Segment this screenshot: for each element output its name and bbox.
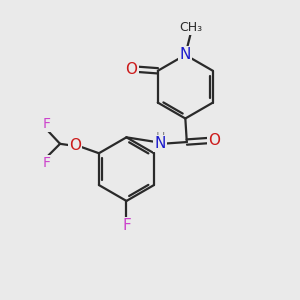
- Text: N: N: [180, 47, 191, 62]
- Text: CH₃: CH₃: [179, 21, 202, 34]
- Text: N: N: [154, 136, 166, 151]
- Text: F: F: [42, 156, 50, 170]
- Text: H: H: [156, 130, 165, 143]
- Text: O: O: [69, 138, 81, 153]
- Text: O: O: [125, 62, 137, 77]
- Text: F: F: [122, 218, 131, 233]
- Text: F: F: [42, 117, 50, 131]
- Text: O: O: [208, 133, 220, 148]
